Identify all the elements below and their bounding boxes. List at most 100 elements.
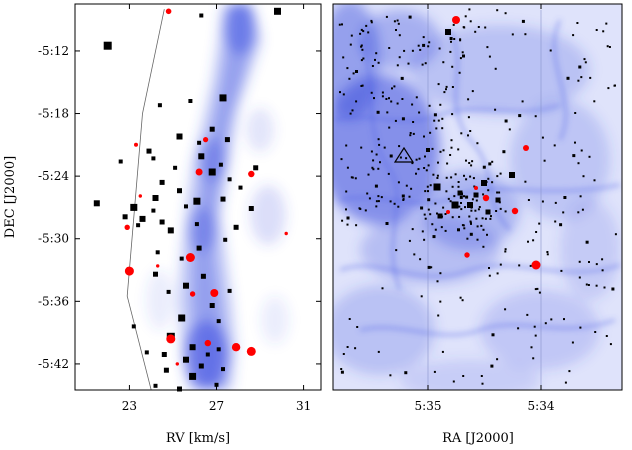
star-dot (587, 284, 590, 286)
black-star-marker (274, 7, 281, 15)
star-dot (379, 161, 381, 164)
black-star-marker (205, 352, 210, 357)
star-dot (469, 220, 472, 223)
star-dot (461, 224, 464, 227)
star-dot (611, 287, 615, 291)
star-dot (443, 91, 446, 94)
star-dot (457, 148, 460, 151)
star-dot (350, 176, 353, 179)
star-dot (508, 128, 511, 131)
star-dot (464, 15, 467, 18)
star-dot (366, 192, 369, 195)
star-dot (453, 195, 456, 198)
star-dot (614, 233, 617, 236)
star-dot (437, 161, 439, 164)
star-dot (445, 88, 447, 91)
star-dot (413, 253, 416, 256)
red-star-marker (165, 8, 172, 15)
star-dot (576, 22, 579, 24)
star-dot (360, 28, 363, 31)
star-dot (376, 110, 380, 114)
star-dot (468, 8, 471, 11)
red-star-marker (210, 289, 219, 297)
left-gas-map (146, 4, 289, 390)
star-dot (502, 150, 506, 154)
star-dot (408, 15, 412, 19)
star-dot (476, 225, 479, 228)
star-dot (427, 45, 430, 48)
star-dot (431, 223, 434, 226)
star-dot (533, 325, 536, 328)
star-dot (428, 104, 431, 107)
star-dot (469, 130, 472, 132)
red-star-marker (124, 224, 130, 230)
star-dot (348, 77, 351, 80)
star-dot (578, 260, 581, 263)
black-star-marker (209, 126, 215, 132)
star-dot (359, 32, 362, 35)
star-dot (593, 100, 596, 103)
star-dot (445, 176, 448, 179)
black-star-marker (177, 188, 182, 194)
star-dot (476, 238, 479, 241)
black-star-marker (227, 177, 232, 182)
star-dot (605, 22, 608, 25)
star-dot (423, 213, 426, 216)
star-dot (578, 276, 581, 279)
star-dot (434, 228, 437, 231)
star-dot (571, 341, 574, 344)
star-dot (487, 177, 490, 180)
star-dot (381, 287, 384, 290)
star-dot (349, 43, 352, 46)
star-dot (445, 29, 451, 35)
red-star-marker (138, 194, 142, 198)
star-dot (436, 177, 439, 179)
star-dot (484, 26, 487, 29)
star-dot (521, 100, 524, 103)
star-dot (377, 195, 380, 198)
star-dot (339, 91, 341, 94)
star-dot (387, 172, 390, 175)
black-star-marker (194, 222, 199, 227)
star-dot (494, 67, 497, 70)
black-star-marker (159, 219, 165, 225)
black-star-marker (248, 206, 254, 211)
right-red-stars (446, 16, 541, 270)
red-star-marker (474, 186, 478, 190)
star-dot (411, 49, 414, 52)
star-dot (444, 229, 447, 232)
star-dot (385, 98, 388, 100)
star-dot (452, 380, 455, 383)
black-star-marker (93, 200, 100, 207)
star-dot (377, 167, 380, 170)
star-dot (550, 318, 553, 321)
star-dot (462, 375, 465, 377)
star-dot (504, 308, 507, 311)
star-dot (398, 56, 401, 59)
star-dot (532, 239, 535, 242)
star-dot (449, 50, 452, 53)
star-dot (498, 191, 501, 194)
star-dot (437, 83, 440, 86)
star-dot (563, 196, 567, 199)
star-dot (509, 172, 515, 178)
star-dot (355, 224, 358, 227)
star-dot (401, 117, 405, 121)
star-dot (488, 55, 491, 58)
star-dot (459, 57, 462, 60)
star-dot (354, 347, 357, 350)
red-star-marker (464, 252, 470, 258)
star-dot (437, 314, 440, 317)
black-star-marker (198, 363, 204, 369)
star-dot (403, 49, 406, 52)
star-dot (431, 147, 434, 150)
star-dot (491, 160, 494, 163)
star-dot (461, 51, 464, 54)
star-dot (401, 98, 404, 100)
star-dot (450, 146, 453, 149)
x-tick-label: 5:34 (528, 399, 555, 413)
star-dot (475, 217, 478, 220)
star-dot (454, 173, 457, 176)
black-star-marker (218, 162, 223, 167)
